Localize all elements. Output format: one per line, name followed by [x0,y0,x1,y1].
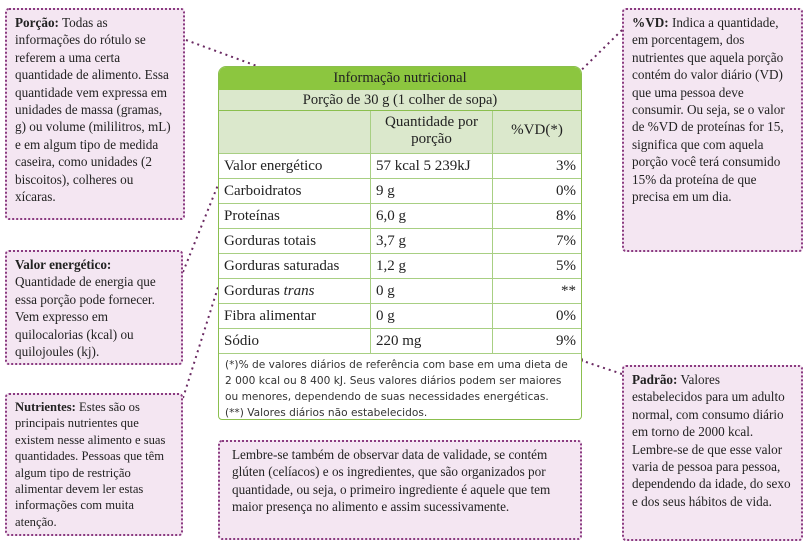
nutrient-name: Proteínas [224,208,280,224]
quantity: 0 g [371,279,493,303]
nutrient-name: Valor energético [224,158,323,174]
nutrient-name: Gorduras [224,283,280,299]
quantity: 6,0 g [371,204,493,228]
callout-title: Padrão: [632,372,678,387]
footnote: (**) Valores diários não estabelecidos. [225,407,428,419]
quantity: 220 mg [371,329,493,353]
header: Quantidade por porção [371,111,493,153]
callout-porcao: Porção: Todas as informações do rótulo s… [5,8,185,220]
nutrient-name: Sódio [224,333,260,349]
nutrient-cell: Fibra alimentar [219,304,371,328]
table-row: Fibra alimentar 0 g 0% [219,304,581,329]
callout-text: Lembre-se também de observar data de val… [232,447,551,515]
callout-text: Todas as informações do rótulo se refere… [15,15,171,205]
daily-value: 9% [556,333,576,349]
nutrient-name: Gorduras saturadas [224,258,340,274]
callout-title: Valor energético: [15,257,112,272]
callout-padrao: Padrão: Valores estabelecidos para um ad… [622,365,803,541]
callout-text: Valores estabelecidos para um adulto nor… [632,372,791,509]
table-row: Proteínas 6,0 g 8% [219,204,581,229]
callout-title: %VD: [632,15,669,30]
quantity: 9 g [371,179,493,203]
quantity: 3,7 g [371,229,493,253]
daily-value: 0% [556,308,576,324]
callout-nutrientes: Nutrientes: Estes são os principais nutr… [5,393,183,536]
nutrient-cell: Valor energético [219,154,371,178]
header: %VD(*) [511,122,563,138]
footnote: (*)% de valores diários de referência co… [225,359,568,403]
nutrient-cell: Gorduras saturadas [219,254,371,278]
daily-value: 5% [556,258,576,274]
callout-title: Nutrientes: [15,400,76,414]
callout-text: Quantidade de energia que essa porção po… [15,274,156,360]
nutrient-cell: Gorduras totais [219,229,371,253]
table-row: Valor energético 57 kcal 5 239kJ 3% [219,154,581,179]
nutrient-name-italic: trans [283,283,315,299]
daily-value: 0% [556,183,576,199]
callout-text: Estes são os principais nutrientes que e… [15,400,166,529]
callout-text: Indica a quantidade, em porcentagem, dos… [632,15,785,205]
quantity: 1,2 g [371,254,493,278]
nutrient-name: Gorduras totais [224,233,317,249]
daily-value: 3% [556,158,576,174]
table-row: Gorduras totais 3,7 g 7% [219,229,581,254]
header-row: Quantidade por porção %VD(*) [219,111,581,154]
callout-energia: Valor energético: Quantidade de energia q… [5,250,183,365]
nutrient-cell: Carboidratos [219,179,371,203]
quantity: 57 kcal 5 239kJ [371,154,493,178]
quantity: 0 g [371,304,493,328]
table-row: Sódio 220 mg 9% [219,329,581,354]
table-title: Informação nutricional [219,67,581,90]
portion: Porção de 30 g (1 colher de sopa) [219,90,581,111]
table-row: Carboidratos 9 g 0% [219,179,581,204]
nutrient-name: Fibra alimentar [224,308,317,324]
callout-title: Porção: [15,15,59,30]
footnotes: (*)% de valores diários de referência co… [219,354,581,419]
daily-value: 7% [556,233,576,249]
daily-value: 8% [556,208,576,224]
nutrition-table: Informação nutricional Porção de 30 g (1… [218,66,582,420]
nutrient-cell: Sódio [219,329,371,353]
callout-lembre: Lembre-se também de observar data de val… [218,440,582,540]
nutrient-cell: Proteínas [219,204,371,228]
table-row: Gorduras trans 0 g ** [219,279,581,304]
nutrient-cell: Gorduras trans [219,279,371,303]
callout-vd: %VD: Indica a quantidade, em porcentagem… [622,8,803,252]
daily-value: ** [561,283,576,299]
table-row: Gorduras saturadas 1,2 g 5% [219,254,581,279]
nutrient-name: Carboidratos [224,183,302,199]
